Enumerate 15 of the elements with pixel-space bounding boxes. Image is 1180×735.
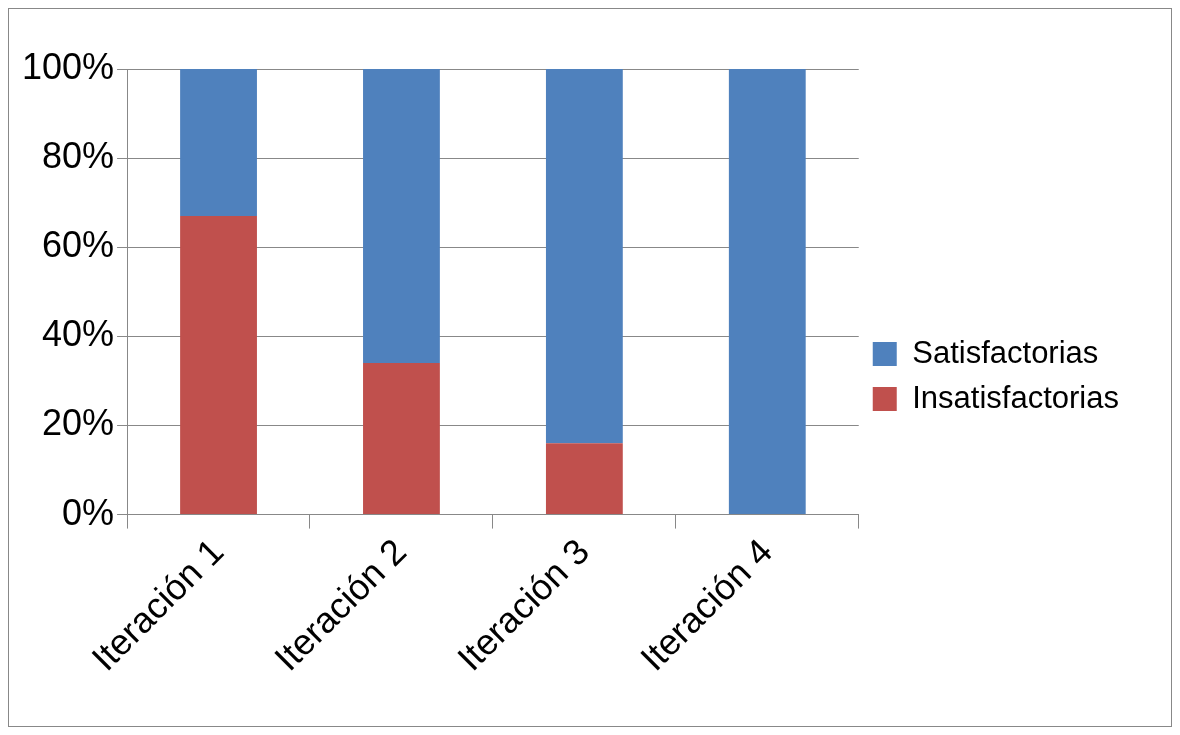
bar	[180, 69, 257, 217]
bar	[363, 69, 440, 364]
bar	[545, 443, 623, 515]
bar	[180, 216, 257, 515]
y-tick-label: 60%	[42, 224, 115, 266]
bar	[545, 69, 623, 444]
y-tick-label: 100%	[22, 45, 115, 87]
legend-label: Satisfactorias	[912, 334, 1099, 370]
bar	[363, 363, 440, 515]
y-tick-label: 0%	[62, 491, 115, 533]
y-tick-label: 80%	[42, 135, 115, 177]
y-tick-label: 20%	[42, 402, 115, 444]
legend-label: Insatisfactorias	[912, 379, 1120, 415]
y-tick-label: 40%	[42, 313, 115, 355]
bar	[728, 69, 806, 515]
